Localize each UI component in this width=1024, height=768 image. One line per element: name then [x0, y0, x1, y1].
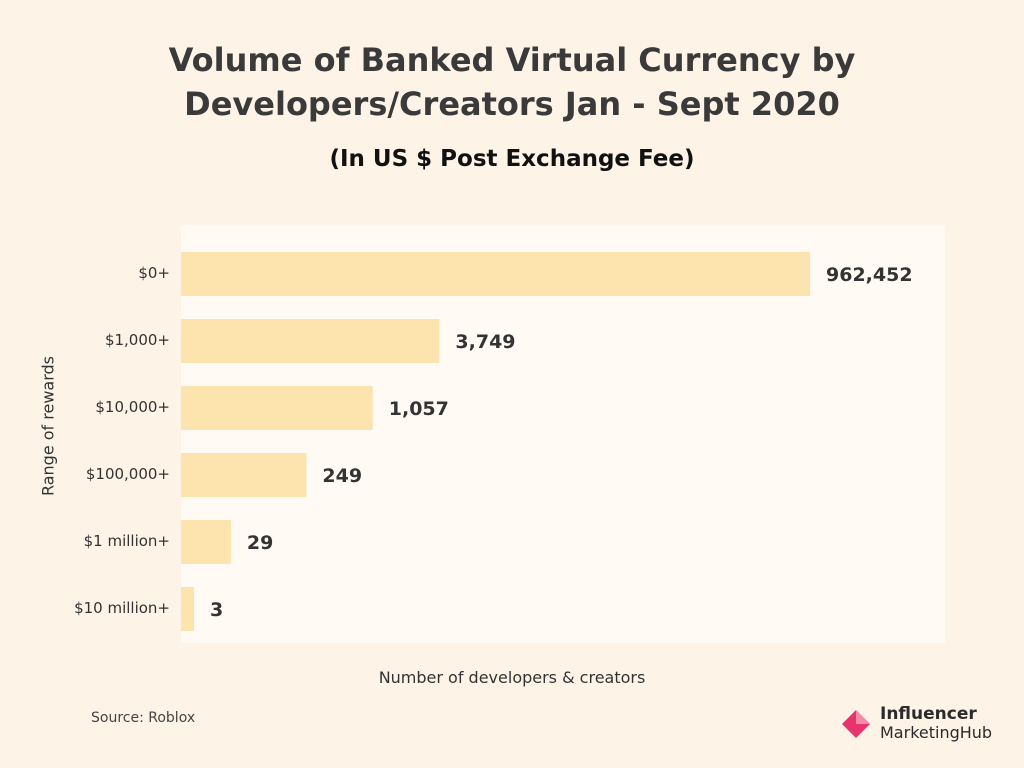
bar-value-label-3: 249 — [322, 465, 362, 487]
category-label-0: $0+ — [138, 264, 170, 282]
chart-title: Volume of Banked Virtual Currency by Dev… — [0, 38, 1024, 126]
plot-area: 962,452 3,749 1,057 249 29 3 — [181, 225, 945, 643]
bar-2 — [181, 386, 373, 430]
y-axis-label: Range of rewards — [38, 355, 58, 497]
bar-value-label-2: 1,057 — [389, 398, 449, 420]
bar-5 — [181, 587, 194, 631]
logo-mark-icon — [842, 710, 870, 738]
category-label-3: $100,000+ — [85, 465, 170, 483]
chart-title-line-2: Developers/Creators Jan - Sept 2020 — [184, 85, 840, 123]
bar-4 — [181, 520, 231, 564]
bar-value-label-0: 962,452 — [826, 264, 913, 286]
bar-1 — [181, 319, 440, 363]
bar-chart: 962,452 3,749 1,057 249 29 3 — [181, 252, 913, 631]
bar-value-label-5: 3 — [210, 599, 223, 621]
influencer-marketing-hub-logo: Influencer MarketingHub — [842, 704, 992, 744]
category-label-1: $1,000+ — [104, 331, 170, 349]
x-axis-label: Number of developers & creators — [378, 668, 646, 687]
logo-text-influencer: Influencer — [880, 704, 977, 724]
chart-title-line-1: Volume of Banked Virtual Currency by — [168, 41, 856, 79]
chart-subtitle: (In US $ Post Exchange Fee) — [329, 146, 695, 172]
bar-value-label-1: 3,749 — [455, 331, 515, 353]
category-label-4: $1 million+ — [83, 532, 170, 550]
category-label-2: $10,000+ — [95, 398, 170, 416]
bar-value-label-4: 29 — [247, 532, 273, 554]
logo-text-marketinghub: MarketingHub — [880, 723, 993, 742]
bar-3 — [181, 453, 307, 497]
source-note: Source: Roblox — [91, 710, 196, 726]
bar-0 — [181, 252, 810, 296]
category-label-5: $10 million+ — [74, 599, 170, 617]
